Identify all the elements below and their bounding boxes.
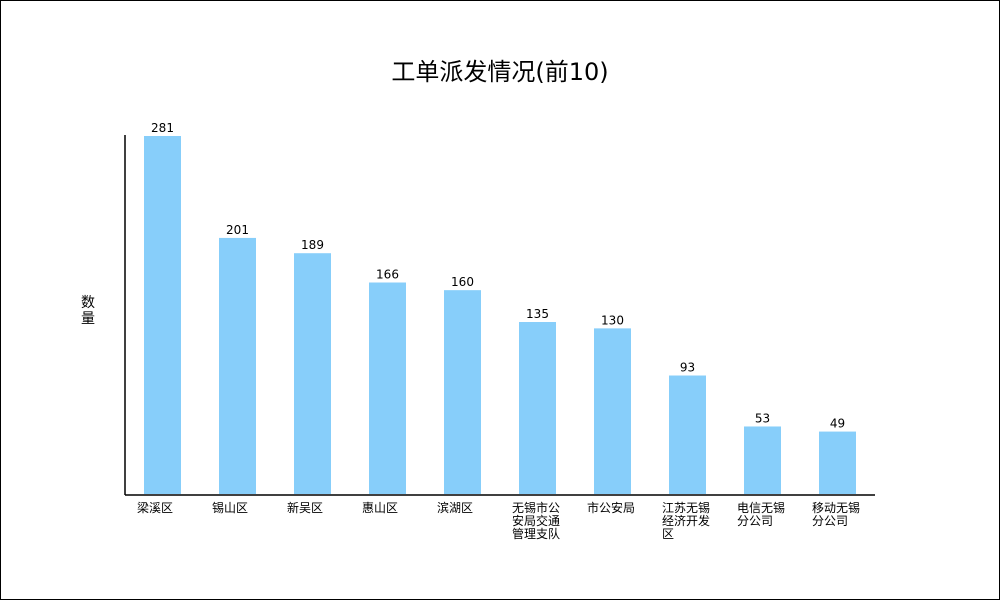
bar-value-label: 160 xyxy=(451,275,474,289)
bar xyxy=(294,253,331,494)
x-tick-label: 新吴区 xyxy=(287,500,323,515)
x-tick-label: 锡山区 xyxy=(212,500,248,515)
x-tick-label: 江苏无锡经济开发区 xyxy=(662,500,710,541)
bar xyxy=(444,290,481,494)
bar xyxy=(669,375,706,494)
bar-value-label: 189 xyxy=(301,238,324,252)
bar xyxy=(744,426,781,494)
bar-value-label: 53 xyxy=(755,411,770,425)
bar xyxy=(144,136,181,494)
x-tick-label: 移动无锡分公司 xyxy=(812,500,860,528)
x-tick-label: 无锡市公安局交通管理支队 xyxy=(512,500,560,541)
bar-value-label: 93 xyxy=(680,361,695,375)
x-tick-label: 惠山区 xyxy=(362,501,398,515)
bar xyxy=(219,237,256,495)
y-axis-label: 数量 xyxy=(81,295,95,327)
bar xyxy=(369,282,406,494)
x-tick-label: 梁溪区 xyxy=(137,500,173,515)
bar-value-label: 49 xyxy=(830,417,845,431)
bar xyxy=(819,431,856,494)
bar-value-label: 201 xyxy=(226,223,249,237)
x-tick-label: 电信无锡分公司 xyxy=(737,500,785,528)
bar-value-label: 130 xyxy=(601,313,624,327)
bar-value-label: 135 xyxy=(526,307,549,321)
bar xyxy=(519,322,556,494)
chart-title: 工单派发情况(前10) xyxy=(391,58,609,86)
x-tick-label: 滨湖区 xyxy=(437,500,473,515)
bar xyxy=(594,328,631,494)
bar-value-label: 166 xyxy=(376,268,399,282)
bar-value-label: 281 xyxy=(151,121,174,135)
x-tick-label: 市公安局 xyxy=(587,500,635,515)
